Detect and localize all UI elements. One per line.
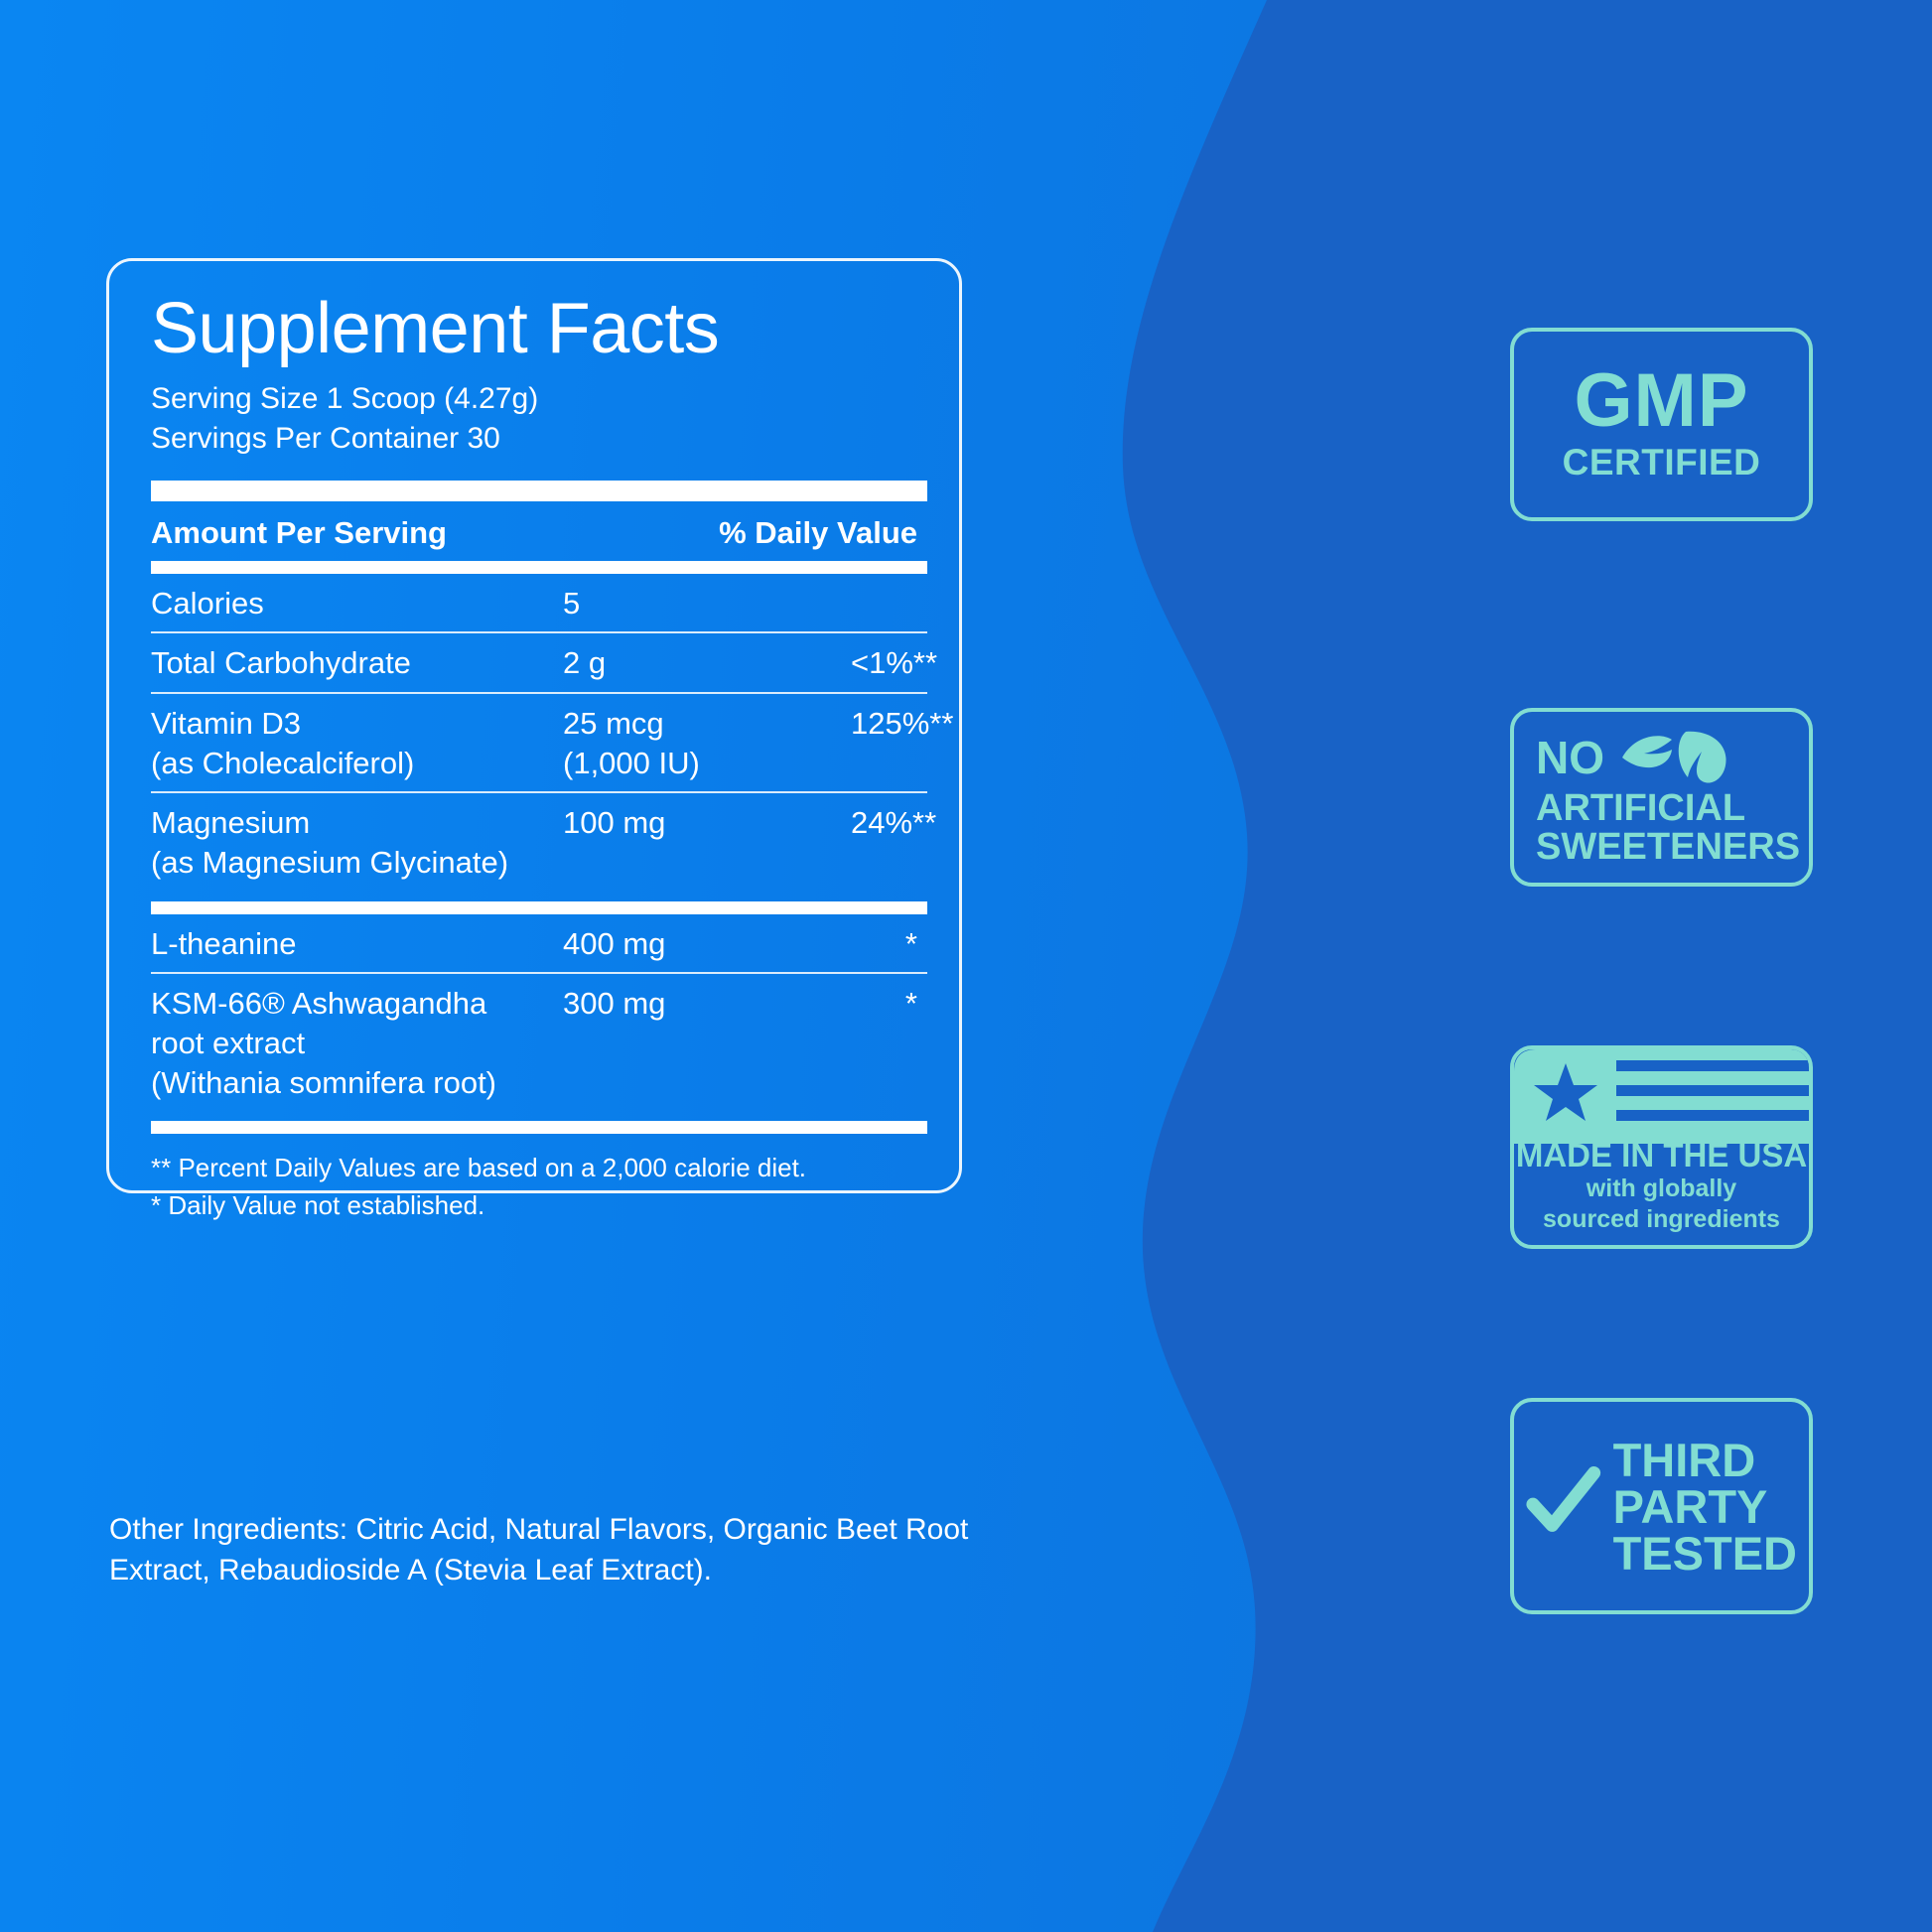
- divider-thin: [151, 791, 927, 794]
- row-daily-value: 24%**: [851, 805, 937, 841]
- servings-per-container-text: Servings Per Container 30: [151, 422, 500, 456]
- table-row: KSM-66® Ashwagandha root extract (Withania…: [151, 974, 917, 1111]
- badge-third-party-tested: THIRD PARTY TESTED: [1510, 1398, 1813, 1614]
- serving-size-text: Serving Size 1 Scoop (4.27g): [151, 382, 539, 416]
- background-wave-shape: [1122, 0, 1932, 1932]
- row-nutrient-subname: root extract: [151, 1026, 306, 1060]
- badge-gmp-sub-label: CERTIFIED: [1562, 441, 1761, 483]
- row-nutrient-subname: (Withania somnifera root): [151, 1064, 497, 1100]
- badge-made-in-usa: MADE IN THE USA with globally sourced in…: [1510, 1045, 1813, 1249]
- badge-usa-line2: with globally: [1586, 1174, 1737, 1202]
- row-nutrient-name: Total Carbohydrate: [151, 645, 411, 681]
- column-header-amount: Amount Per Serving: [151, 514, 447, 550]
- table-row: Vitamin D3 (as Cholecalciferol) 25 mcg (1,0…: [151, 694, 953, 791]
- footnotes: ** Percent Daily Values are based on a 2…: [151, 1150, 917, 1224]
- table-row: Total Carbohydrate 2 g <1%**: [151, 633, 937, 692]
- badge-tpt-line3: TESTED: [1612, 1526, 1797, 1580]
- divider-thick-top: [151, 480, 927, 501]
- badge-gmp-main-label: GMP: [1574, 358, 1749, 444]
- row-amount: 100 mg: [563, 805, 666, 841]
- row-amount: 400 mg: [563, 925, 666, 961]
- row-nutrient-name: Vitamin D3 (as Cholecalciferol): [151, 704, 563, 782]
- divider-mid-bottom: [151, 1121, 927, 1135]
- row-daily-value: *: [904, 925, 917, 961]
- divider-thin: [151, 972, 927, 975]
- footnote-double-asterisk: ** Percent Daily Values are based on a 2…: [151, 1153, 807, 1183]
- badge-usa-line3: sourced ingredients: [1543, 1205, 1780, 1233]
- row-amount: 300 mg: [563, 986, 666, 1022]
- row-nutrient-name: Magnesium (as Magnesium Glycinate): [151, 803, 563, 882]
- row-amount: 2 g: [563, 645, 607, 681]
- table-row: Magnesium (as Magnesium Glycinate) 100 mg 2…: [151, 793, 936, 891]
- row-amount: 5: [563, 585, 581, 621]
- row-nutrient-subname: (as Magnesium Glycinate): [151, 844, 509, 880]
- row-nutrient-subname: (as Cholecalciferol): [151, 745, 415, 780]
- nutrient-rows-group: Calories 5 Total Carbohydrate 2 g <1%** Vitam…: [135, 574, 953, 892]
- table-header-row: Amount Per Serving % Daily Value: [151, 515, 917, 551]
- row-amount-subvalue: (1,000 IU): [563, 745, 700, 780]
- badge-nas-line3: SWEETENERS: [1536, 826, 1801, 868]
- row-daily-value: 125%**: [851, 705, 954, 741]
- badge-gmp-certified: GMP CERTIFIED: [1510, 328, 1813, 521]
- row-nutrient-name: L-theanine: [151, 925, 297, 961]
- row-nutrient-name: Calories: [151, 585, 264, 621]
- other-ingredients-text: Other Ingredients: Citric Acid, Natural …: [109, 1513, 969, 1587]
- ingredient-rows-group: L-theanine 400 mg * KSM-66® Ashwagandha root…: [135, 914, 933, 1112]
- divider-mid-header: [151, 560, 927, 574]
- badge-nas-line1: NO: [1536, 732, 1604, 784]
- row-daily-value: *: [904, 986, 917, 1022]
- divider-thin: [151, 631, 927, 634]
- supplement-facts-panel: Supplement Facts Serving Size 1 Scoop (4…: [106, 258, 962, 1220]
- divider-thin: [151, 691, 927, 694]
- badge-nas-line2: ARTIFICIAL: [1536, 786, 1746, 829]
- row-daily-value: <1%**: [851, 645, 938, 681]
- badge-usa-line1: MADE IN THE USA: [1515, 1137, 1808, 1173]
- badge-tpt-line1: THIRD: [1612, 1433, 1756, 1486]
- footnote-single-asterisk: * Daily Value not established.: [151, 1190, 485, 1221]
- row-nutrient-name: KSM-66® Ashwagandha root extract (Withania…: [151, 984, 563, 1102]
- badge-tpt-line2: PARTY: [1612, 1479, 1768, 1533]
- table-row: L-theanine 400 mg *: [151, 914, 917, 973]
- table-row: Calories 5: [151, 574, 917, 632]
- column-header-daily-value: % Daily Value: [719, 514, 917, 550]
- row-amount: 25 mcg (1,000 IU): [563, 704, 851, 782]
- divider-mid-middle: [151, 900, 927, 914]
- usa-flag-icon: [1514, 1049, 1809, 1144]
- page-title: Supplement Facts: [151, 289, 720, 368]
- leaves-icon: [1622, 731, 1726, 783]
- badge-no-artificial-sweeteners: NO ARTIFICIAL SWEETENERS: [1510, 708, 1813, 887]
- checkmark-icon: [1526, 1466, 1601, 1532]
